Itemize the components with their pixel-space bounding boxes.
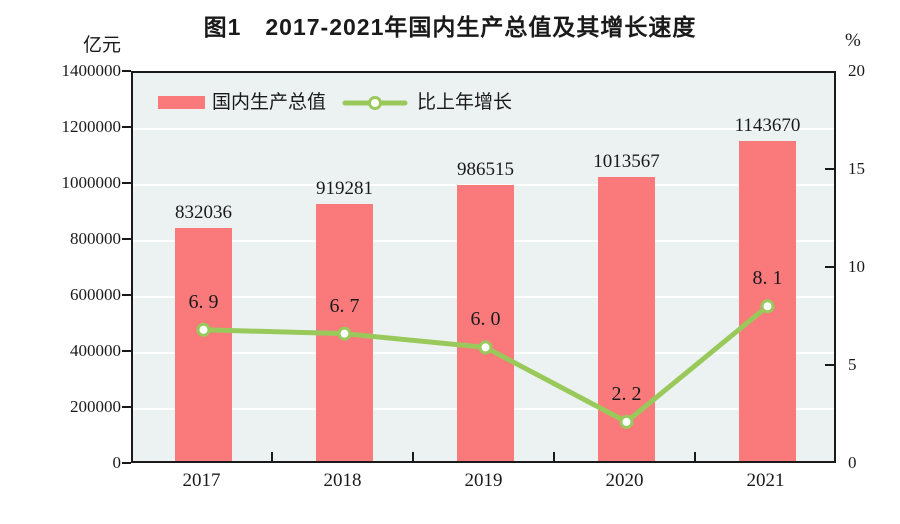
- left-axis-tick: [122, 350, 131, 352]
- growth-value-label: 6. 7: [329, 294, 360, 317]
- line-marker: [760, 299, 775, 314]
- left-axis-tick-label: 800000: [70, 229, 121, 248]
- left-axis-tick: [122, 294, 131, 296]
- left-axis-tick: [122, 462, 131, 464]
- left-axis-tick-label: 1000000: [61, 173, 122, 192]
- legend-line-label: 比上年增长: [417, 92, 513, 113]
- bar-value-label: 986515: [457, 158, 514, 180]
- x-axis-tick-label: 2021: [746, 470, 785, 491]
- left-axis-tick: [122, 126, 131, 128]
- left-axis-tick-label: 1400000: [61, 61, 122, 80]
- right-axis-tick-label: 10: [848, 257, 865, 276]
- right-axis-tick: [825, 266, 834, 268]
- left-axis-tick: [122, 182, 131, 184]
- right-axis-tick-label: 20: [848, 61, 865, 80]
- right-axis-tick-label: 0: [848, 453, 857, 472]
- plot-area: 832036 919281 986515 1013567 1143670 6. 9 6. 7…: [131, 71, 836, 463]
- line-marker: [196, 322, 211, 337]
- line-marker: [619, 414, 634, 429]
- x-axis-tick: [694, 452, 696, 461]
- left-axis-tick: [122, 70, 131, 72]
- bar-2019: [457, 184, 514, 461]
- growth-value-label: 6. 0: [470, 308, 501, 331]
- left-axis-tick: [122, 238, 131, 240]
- legend-line-marker-icon: [342, 96, 408, 110]
- bar-value-label: 1143670: [734, 114, 801, 136]
- right-axis-tick: [825, 364, 834, 366]
- right-axis-tick-label: 5: [848, 355, 857, 374]
- right-axis-unit-label: %: [845, 30, 861, 51]
- x-axis-tick-label: 2017: [182, 470, 221, 491]
- growth-value-label: 2. 2: [611, 382, 642, 405]
- x-axis-tick-label: 2020: [605, 470, 644, 491]
- left-axis-tick-label: 0: [112, 453, 122, 472]
- legend-bar-swatch: [158, 96, 205, 109]
- growth-value-label: 8. 1: [752, 267, 783, 290]
- line-marker: [478, 340, 493, 355]
- x-axis-tick: [553, 452, 555, 461]
- left-axis-unit-label: 亿元: [82, 35, 121, 56]
- left-axis-tick-label: 200000: [70, 397, 121, 416]
- bar-value-label: 1013567: [593, 151, 660, 173]
- left-axis-tick: [122, 406, 131, 408]
- chart-title: 图1 2017-2021年国内生产总值及其增长速度: [203, 14, 697, 40]
- x-axis-tick: [271, 452, 273, 461]
- line-marker: [337, 326, 352, 341]
- x-axis-tick-label: 2018: [323, 470, 362, 491]
- bar-value-label: 832036: [175, 202, 232, 224]
- x-axis-tick-label: 2019: [464, 470, 503, 491]
- x-axis-tick: [412, 452, 414, 461]
- bar-2017: [175, 228, 232, 461]
- legend-bar-label: 国内生产总值: [212, 92, 327, 113]
- left-axis-tick-label: 400000: [70, 341, 121, 360]
- gridline: [133, 128, 834, 130]
- growth-line-series: [196, 299, 775, 429]
- right-axis-tick: [825, 168, 834, 170]
- left-axis-tick-label: 1200000: [61, 117, 122, 136]
- bar-value-label: 919281: [316, 177, 373, 199]
- growth-value-label: 6. 9: [188, 290, 219, 313]
- right-axis-tick-label: 15: [848, 159, 865, 178]
- left-axis-tick-label: 600000: [70, 285, 121, 304]
